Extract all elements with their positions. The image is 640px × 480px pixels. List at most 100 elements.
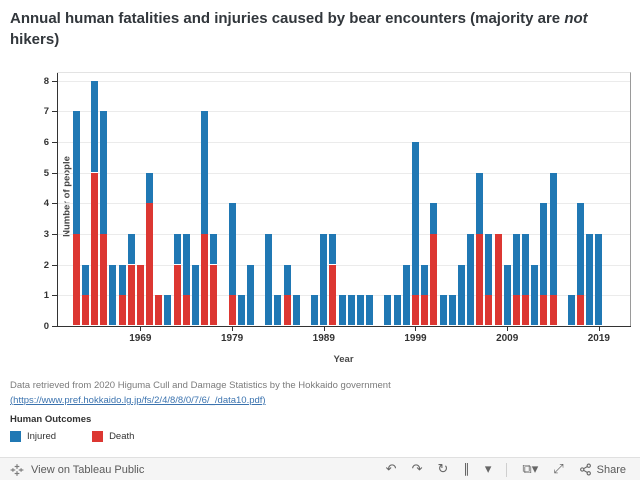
x-tick-label: 1999: [404, 333, 427, 344]
replay-icon[interactable]: ↻: [437, 462, 449, 477]
bar-segment-death[interactable]: [155, 295, 163, 326]
bar-segment-injured[interactable]: [182, 234, 190, 295]
bar-segment-injured[interactable]: [402, 264, 410, 326]
source-link[interactable]: (https://www.pref.hokkaido.lg.jp/fs/2/4/…: [10, 395, 266, 406]
legend-item-death[interactable]: Death: [92, 431, 134, 442]
bar-segment-injured[interactable]: [512, 234, 520, 295]
view-on-tableau-link[interactable]: View on Tableau Public: [0, 463, 386, 477]
bar-segment-injured[interactable]: [421, 264, 429, 295]
bar-segment-injured[interactable]: [366, 295, 374, 326]
bar-segment-injured[interactable]: [439, 295, 447, 326]
bar-segment-death[interactable]: [512, 295, 520, 326]
x-tick-label: 2009: [496, 333, 519, 344]
bar-segment-injured[interactable]: [485, 234, 493, 295]
death-swatch: [92, 431, 104, 442]
bar-segment-injured[interactable]: [127, 234, 135, 265]
bar-segment-injured[interactable]: [100, 111, 108, 234]
bar-segment-death[interactable]: [210, 264, 218, 326]
view-on-tableau-label: View on Tableau Public: [31, 463, 145, 476]
bar-segment-death[interactable]: [182, 295, 190, 326]
bar-segment-death[interactable]: [540, 295, 548, 326]
fullscreen-icon[interactable]: ⤢: [553, 462, 564, 477]
bar-segment-injured[interactable]: [356, 295, 364, 326]
bar-segment-death[interactable]: [72, 234, 80, 326]
bar-segment-death[interactable]: [100, 234, 108, 326]
bar-segment-death[interactable]: [430, 234, 438, 326]
bar-segment-injured[interactable]: [338, 295, 346, 326]
bar-segment-injured[interactable]: [347, 295, 355, 326]
gridline: [58, 172, 630, 174]
bar-segment-injured[interactable]: [384, 295, 392, 326]
bar-segment-death[interactable]: [228, 295, 236, 326]
bar-segment-death[interactable]: [136, 264, 144, 326]
bar-segment-injured[interactable]: [210, 234, 218, 265]
bar-segment-death[interactable]: [81, 295, 89, 326]
bar-segment-injured[interactable]: [448, 295, 456, 326]
bar-segment-death[interactable]: [173, 264, 181, 326]
bar-segment-death[interactable]: [522, 295, 530, 326]
x-tick: [415, 327, 417, 331]
bar-segment-injured[interactable]: [228, 203, 236, 295]
bar-segment-injured[interactable]: [430, 203, 438, 234]
bar-segment-injured[interactable]: [320, 234, 328, 326]
bar-segment-injured[interactable]: [246, 264, 254, 326]
bar-segment-death[interactable]: [411, 295, 419, 326]
bar-segment-injured[interactable]: [595, 234, 603, 326]
bar-segment-injured[interactable]: [72, 111, 80, 234]
bar-segment-injured[interactable]: [549, 172, 557, 295]
bar-segment-injured[interactable]: [540, 203, 548, 295]
bar-segment-death[interactable]: [421, 295, 429, 326]
bar-segment-injured[interactable]: [476, 172, 484, 234]
bar-segment-injured[interactable]: [164, 295, 172, 326]
bar-segment-death[interactable]: [476, 234, 484, 326]
bar-segment-injured[interactable]: [329, 234, 337, 265]
bar-segment-injured[interactable]: [191, 264, 199, 326]
bar-segment-injured[interactable]: [311, 295, 319, 326]
pause-icon[interactable]: ∥: [463, 462, 470, 477]
bar-segment-injured[interactable]: [457, 264, 465, 326]
bar-segment-injured[interactable]: [237, 295, 245, 326]
bar-segment-injured[interactable]: [531, 264, 539, 326]
y-axis-line: [57, 73, 58, 326]
bar-segment-injured[interactable]: [173, 234, 181, 265]
bar-segment-death[interactable]: [127, 264, 135, 326]
bar-segment-injured[interactable]: [577, 203, 585, 295]
bar-segment-death[interactable]: [118, 295, 126, 326]
bar-segment-injured[interactable]: [201, 111, 209, 234]
redo-icon[interactable]: ↷: [411, 462, 423, 477]
bar-segment-death[interactable]: [146, 203, 154, 326]
bar-segment-death[interactable]: [577, 295, 585, 326]
bar-segment-death[interactable]: [91, 172, 99, 326]
device-layout-icon[interactable]: ⧉▾: [522, 463, 538, 476]
bar-segment-death[interactable]: [549, 295, 557, 326]
share-button[interactable]: Share: [579, 463, 626, 476]
bar-segment-injured[interactable]: [292, 295, 300, 326]
bar-segment-injured[interactable]: [109, 264, 117, 326]
chevron-down-icon[interactable]: ▾: [484, 462, 492, 477]
source-text: Data retrieved from 2020 Higuma Cull and…: [10, 380, 391, 391]
bar-segment-death[interactable]: [201, 234, 209, 326]
legend-item-injured[interactable]: Injured: [10, 431, 56, 442]
tableau-logo: [10, 463, 24, 476]
bar-segment-injured[interactable]: [274, 295, 282, 326]
bar-segment-death[interactable]: [485, 295, 493, 326]
bar-segment-death[interactable]: [283, 295, 291, 326]
undo-icon[interactable]: ↶: [385, 462, 397, 477]
share-icon: [579, 463, 591, 476]
bar-segment-injured[interactable]: [411, 142, 419, 295]
y-tick: [52, 142, 57, 144]
bar-segment-death[interactable]: [494, 234, 502, 326]
bar-segment-death[interactable]: [329, 264, 337, 326]
bar-segment-injured[interactable]: [567, 295, 575, 326]
bar-segment-injured[interactable]: [81, 264, 89, 295]
bar-segment-injured[interactable]: [522, 234, 530, 295]
bar-segment-injured[interactable]: [503, 264, 511, 326]
bar-segment-injured[interactable]: [467, 234, 474, 326]
bar-segment-injured[interactable]: [91, 80, 99, 173]
bar-segment-injured[interactable]: [146, 172, 154, 203]
bar-segment-injured[interactable]: [586, 234, 594, 326]
bar-segment-injured[interactable]: [393, 295, 401, 326]
bar-segment-injured[interactable]: [265, 234, 273, 326]
bar-segment-injured[interactable]: [283, 264, 291, 295]
bar-segment-injured[interactable]: [118, 264, 126, 295]
